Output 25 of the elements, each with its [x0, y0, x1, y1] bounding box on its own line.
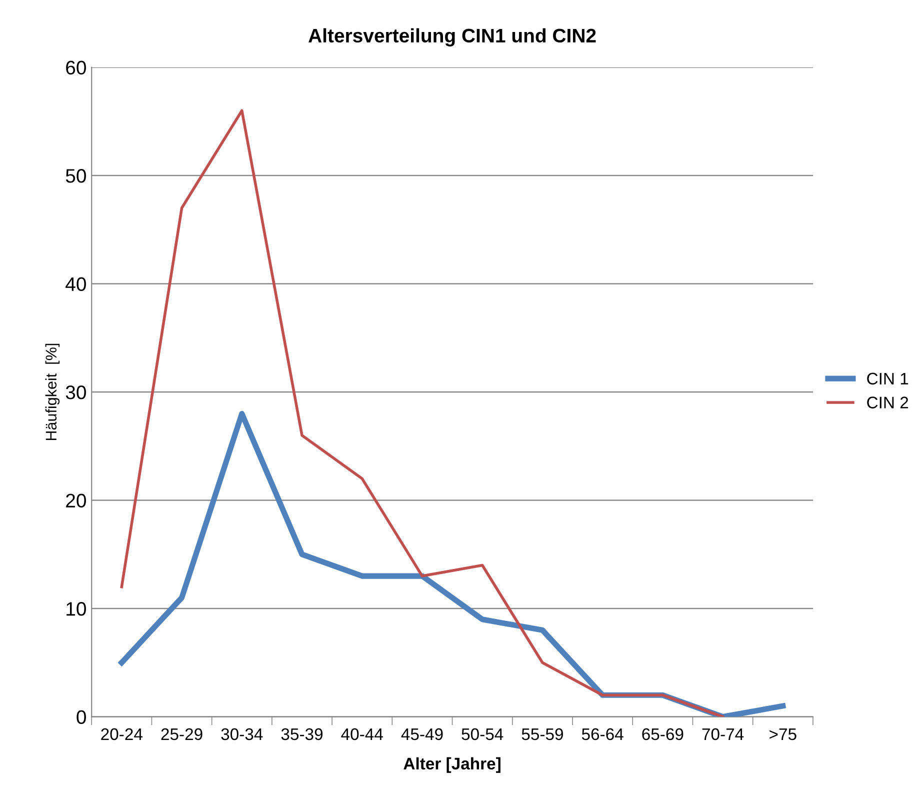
x-tick-label: 40-44	[341, 728, 383, 740]
x-tick-label: 45-49	[401, 728, 443, 740]
x-tick-label: 65-69	[642, 728, 684, 740]
x-tick-label: 35-39	[281, 728, 323, 740]
y-tick-label: 20	[66, 494, 86, 508]
line-series	[120, 109, 724, 717]
legend-label: CIN 1	[867, 372, 908, 385]
x-axis-title: Alter [Jahre]	[404, 757, 500, 773]
x-tick-label: 20-24	[101, 728, 142, 740]
y-tick-label: 40	[66, 277, 86, 292]
x-tick-label: 55-59	[522, 728, 563, 740]
chart-title: Altersverteilung CIN1 und CIN2	[308, 28, 596, 46]
legend-label: CIN 2	[867, 396, 908, 408]
y-axis-title: Häufigkeit [%]	[45, 344, 60, 440]
x-tick-label: 56-64	[582, 728, 624, 740]
y-tick-label: 10	[66, 602, 86, 616]
x-tick-label: 70-74	[702, 728, 744, 740]
y-tick-label: 30	[66, 386, 86, 400]
x-tick-label: 50-54	[462, 728, 504, 740]
y-tick-label: 0	[76, 710, 86, 724]
x-tick-label: 25-29	[161, 728, 202, 740]
x-tick-label: >75	[770, 728, 796, 740]
y-tick-label: 50	[66, 169, 86, 183]
x-tick-label: 30-34	[221, 728, 263, 740]
y-tick-label: 60	[66, 60, 86, 75]
